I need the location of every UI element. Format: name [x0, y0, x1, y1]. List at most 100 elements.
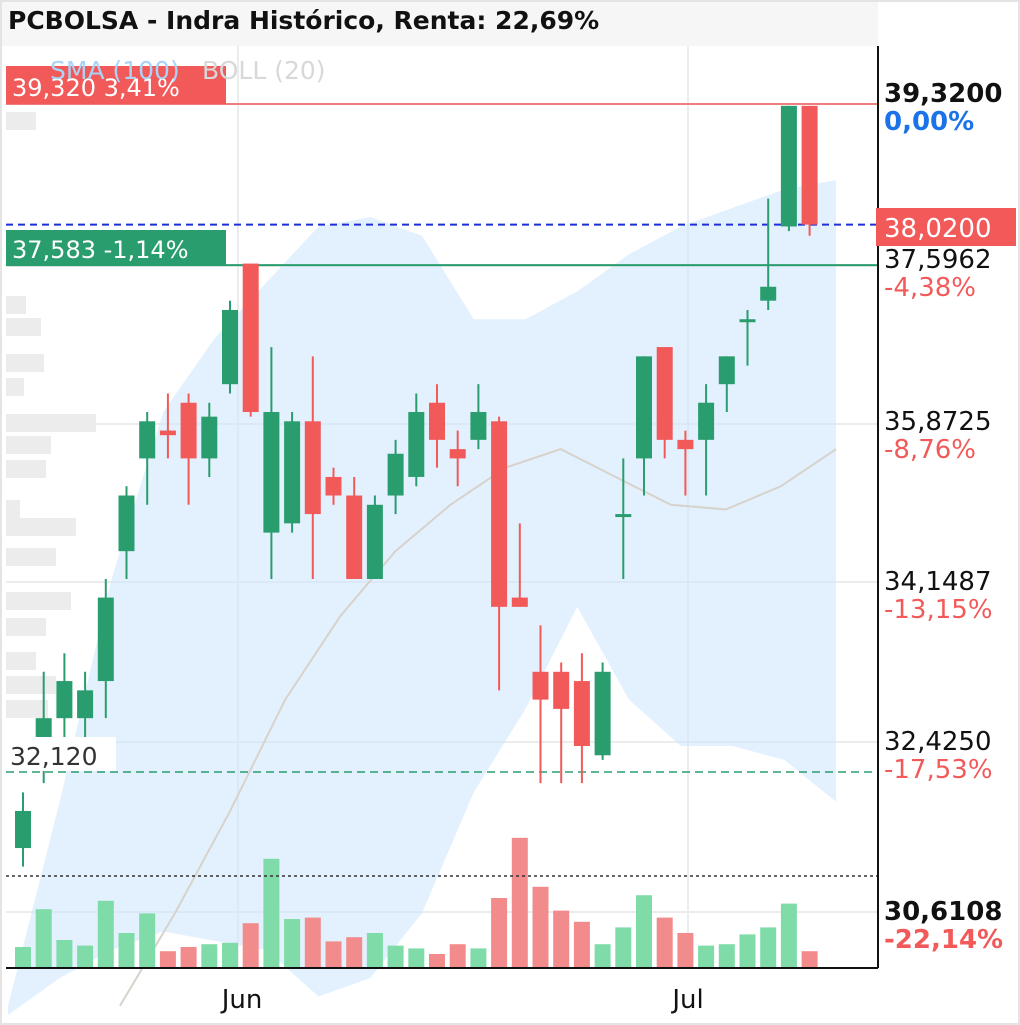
y-tick-percent: -22,14% — [884, 925, 1003, 955]
candle-body — [594, 671, 611, 756]
volume-bar — [284, 919, 301, 968]
candle-body — [801, 105, 818, 225]
candle-body — [263, 412, 280, 533]
y-tick-percent: -13,15% — [884, 595, 993, 625]
candle-body — [739, 319, 756, 323]
candle-body — [201, 416, 218, 459]
x-tick-label: Jul — [670, 985, 703, 1015]
candle-body — [118, 495, 135, 552]
volume-bar — [222, 942, 238, 968]
volume-bar — [656, 917, 673, 968]
volume-bar — [615, 927, 632, 968]
volume-profile-bar — [6, 460, 46, 478]
current-price-label: 38,0200 — [884, 214, 992, 244]
candle-body — [366, 504, 383, 580]
volume-profile-bar — [6, 518, 76, 536]
volume-bar — [201, 944, 218, 968]
volume-bar — [387, 945, 404, 968]
candle-body — [573, 681, 590, 747]
y-tick-percent: -17,53% — [884, 755, 993, 785]
candle-body — [15, 810, 31, 849]
candle-body — [429, 402, 445, 440]
volume-bar — [718, 944, 735, 968]
sma-legend: SMA (100) — [50, 56, 180, 85]
high-marker-box — [6, 66, 226, 104]
title-bar — [2, 2, 878, 46]
candle-body — [491, 421, 508, 607]
volume-bar — [760, 927, 777, 968]
y-tick-percent: -8,76% — [884, 435, 976, 465]
candle-body — [532, 671, 549, 700]
candle-body — [718, 356, 735, 385]
candle-body — [511, 597, 528, 607]
volume-bar — [739, 934, 756, 968]
bollinger-band — [8, 180, 836, 1016]
volume-profile-bar — [6, 436, 51, 454]
volume-bar — [159, 951, 176, 968]
volume-profile-bar — [6, 618, 46, 636]
low-marker-box — [6, 737, 116, 771]
candle-body — [677, 439, 694, 450]
volume-profile-bar — [6, 592, 71, 610]
volume-bar — [77, 945, 94, 968]
candle-body — [180, 402, 197, 459]
y-tick-percent: -4,38% — [884, 273, 976, 303]
candle-body — [77, 690, 94, 719]
average-marker-label: 37,583 -1,14% — [12, 236, 189, 264]
volume-bar — [304, 917, 321, 968]
candle-body — [304, 421, 321, 515]
x-tick-label: Jun — [220, 985, 263, 1015]
candle-body — [408, 412, 425, 477]
volume-bar — [636, 895, 652, 968]
y-tick-percent: 0,00% — [884, 107, 974, 137]
candle-body — [449, 449, 466, 459]
volume-bar — [408, 948, 425, 968]
candle-body — [242, 263, 259, 413]
volume-bar — [532, 886, 549, 968]
volume-bar — [35, 909, 52, 968]
volume-bar — [97, 900, 114, 968]
volume-bar — [553, 910, 570, 968]
volume-bar — [118, 933, 135, 968]
volume-bar — [677, 933, 694, 968]
candle-body — [222, 309, 238, 385]
candle-body — [139, 421, 156, 459]
candle-body — [615, 514, 632, 518]
volume-bar — [429, 954, 445, 968]
volume-bar — [470, 948, 487, 968]
volume-bar — [139, 913, 156, 968]
volume-bar — [263, 858, 280, 968]
candle-body — [698, 402, 715, 440]
volume-profile-bar — [6, 500, 20, 518]
volume-bar — [594, 944, 611, 968]
volume-profile-bar — [6, 378, 24, 396]
volume-bar — [801, 951, 818, 968]
volume-bar — [346, 937, 363, 968]
volume-bar — [325, 941, 342, 968]
chart-title: PCBOLSA - Indra Histórico, Renta: 22,69% — [8, 6, 600, 35]
candle-body — [159, 430, 176, 436]
candle-body — [553, 671, 570, 709]
candle-body — [470, 412, 487, 440]
candle-body — [56, 681, 73, 719]
low-marker-label: 32,120 — [10, 742, 97, 771]
volume-bar — [449, 944, 466, 968]
volume-bar — [366, 933, 383, 968]
candle-body — [656, 347, 673, 440]
volume-profile-bar — [6, 112, 36, 130]
volume-bar — [698, 945, 715, 968]
y-tick-label: 34,1487 — [884, 567, 992, 597]
current-price-tag — [876, 208, 1016, 246]
volume-profile-bar — [6, 700, 48, 718]
volume-profile-bar — [6, 548, 56, 566]
volume-bar — [573, 921, 590, 968]
candle-body — [325, 476, 342, 496]
candle-body — [284, 421, 301, 524]
candle-body — [636, 356, 652, 459]
candle-body — [346, 495, 363, 580]
candle-body — [387, 453, 404, 496]
volume-bar — [15, 947, 31, 968]
sma-line — [119, 448, 837, 1007]
